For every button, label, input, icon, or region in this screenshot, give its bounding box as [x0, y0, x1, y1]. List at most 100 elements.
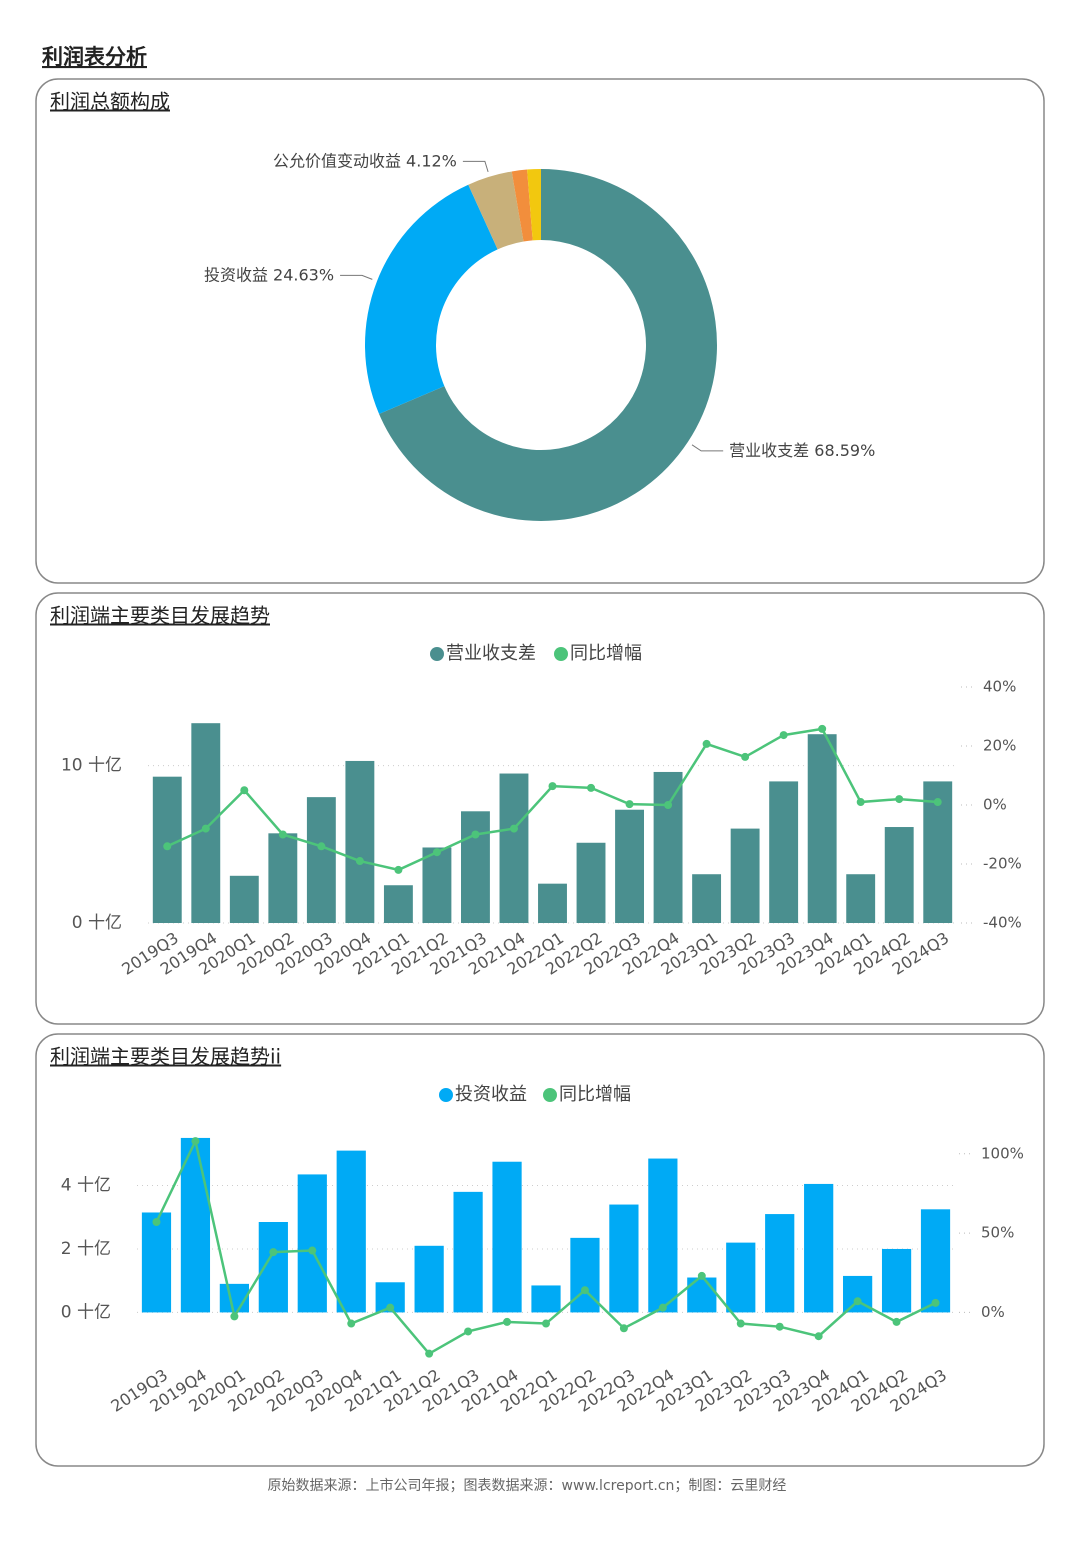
y2-tick-label: 20%: [983, 737, 1016, 755]
donut-slice: [468, 171, 524, 250]
bar: [846, 874, 876, 923]
line-point: [355, 857, 364, 866]
bar: [653, 771, 683, 923]
slice-value: 4.12%: [406, 151, 457, 170]
panel-title: 利润端主要类目发展趋势: [50, 604, 270, 628]
line-point: [191, 1137, 200, 1146]
bar: [191, 723, 221, 923]
slice-name: 营业收支差: [729, 440, 809, 459]
bar: [414, 1245, 444, 1313]
footer: 原始数据来源：上市公司年报；图表数据来源：www.lcreport.cn；制图：…: [268, 1477, 787, 1494]
line-point: [892, 1317, 901, 1326]
bar: [807, 734, 837, 923]
bar: [538, 883, 567, 923]
line-point: [895, 795, 904, 804]
bar: [180, 1137, 211, 1313]
bar: [229, 875, 259, 923]
line-point: [664, 801, 673, 809]
y-tick-label: 10 十亿: [61, 756, 122, 776]
line-point: [933, 798, 942, 807]
legend-label: 营业收支差: [446, 643, 536, 664]
bar: [920, 1209, 951, 1313]
line-point: [308, 1246, 317, 1255]
line-point: [317, 842, 326, 851]
y2-tick-label: -20%: [983, 855, 1022, 873]
bar: [884, 827, 914, 923]
panel: [35, 592, 1045, 1025]
y2-tick-label: 40%: [983, 678, 1016, 696]
y2-tick-label: 0%: [983, 796, 1007, 814]
y2-tick-label: 100%: [981, 1144, 1024, 1162]
line-point: [201, 824, 210, 833]
bar: [615, 809, 644, 923]
y2-tick-label: -40%: [983, 914, 1022, 932]
line-point: [931, 1298, 940, 1307]
line-point: [394, 865, 403, 874]
y2-tick-label: 0%: [981, 1303, 1005, 1321]
slice-name: 投资收益: [204, 265, 268, 284]
line-point: [702, 739, 711, 748]
line-point: [814, 1332, 823, 1341]
line-point: [542, 1319, 550, 1328]
bar: [576, 842, 606, 923]
line-point: [548, 782, 557, 791]
leader-line: [462, 160, 489, 173]
line-point: [503, 1317, 512, 1326]
line-point: [347, 1319, 356, 1328]
line-point: [625, 800, 634, 809]
line-point: [240, 786, 249, 795]
donut-slice: [365, 184, 498, 414]
y-tick-label: 0 十亿: [61, 1302, 111, 1322]
line-point: [464, 1327, 473, 1336]
legend-swatch: [439, 1088, 453, 1102]
bar: [345, 760, 375, 923]
bar: [422, 847, 452, 923]
line-point: [269, 1248, 278, 1257]
line-point: [425, 1349, 434, 1358]
slice-value: 24.63%: [273, 265, 334, 284]
bar: [730, 828, 760, 923]
line-point: [658, 1303, 667, 1312]
legend-label: 同比增幅: [559, 1084, 631, 1105]
line-point: [619, 1324, 628, 1333]
bar: [383, 885, 413, 923]
bar: [492, 1161, 522, 1313]
y-tick-label: 0 十亿: [72, 913, 122, 933]
panel: [35, 1033, 1045, 1467]
slice-label: 营业收支差 68.59%: [729, 440, 875, 459]
line-point: [230, 1312, 239, 1321]
legend-swatch: [554, 647, 568, 661]
panel-title: 利润端主要类目发展趋势ii: [50, 1045, 281, 1069]
line-point: [741, 752, 750, 761]
bar: [726, 1242, 756, 1313]
legend-swatch: [430, 647, 444, 661]
panel: [35, 78, 1045, 584]
line-point: [163, 842, 172, 851]
bar: [268, 833, 298, 923]
donut-slice: [511, 169, 533, 242]
bar: [609, 1204, 639, 1313]
line-point: [152, 1218, 161, 1226]
line-point: [818, 724, 827, 733]
y-tick-label: 2 十亿: [61, 1239, 111, 1259]
bar: [141, 1212, 172, 1313]
line-point: [853, 1297, 862, 1306]
slice-label: 投资收益 24.63%: [204, 265, 334, 284]
line-point: [587, 783, 596, 792]
bar: [648, 1158, 678, 1313]
bar: [306, 797, 336, 923]
line-point: [779, 731, 788, 740]
leader-line: [340, 274, 373, 280]
bar: [461, 811, 490, 923]
line-point: [432, 848, 441, 857]
line-point: [471, 830, 480, 839]
line-point: [775, 1322, 784, 1331]
bar: [881, 1248, 912, 1313]
slice-label: 公允价值变动收益 4.12%: [273, 151, 457, 170]
legend-label: 投资收益: [455, 1084, 527, 1105]
bar: [765, 1214, 795, 1313]
bar: [297, 1174, 327, 1313]
line-point: [856, 798, 865, 807]
line-point: [278, 830, 287, 839]
donut-slice: [527, 169, 541, 241]
